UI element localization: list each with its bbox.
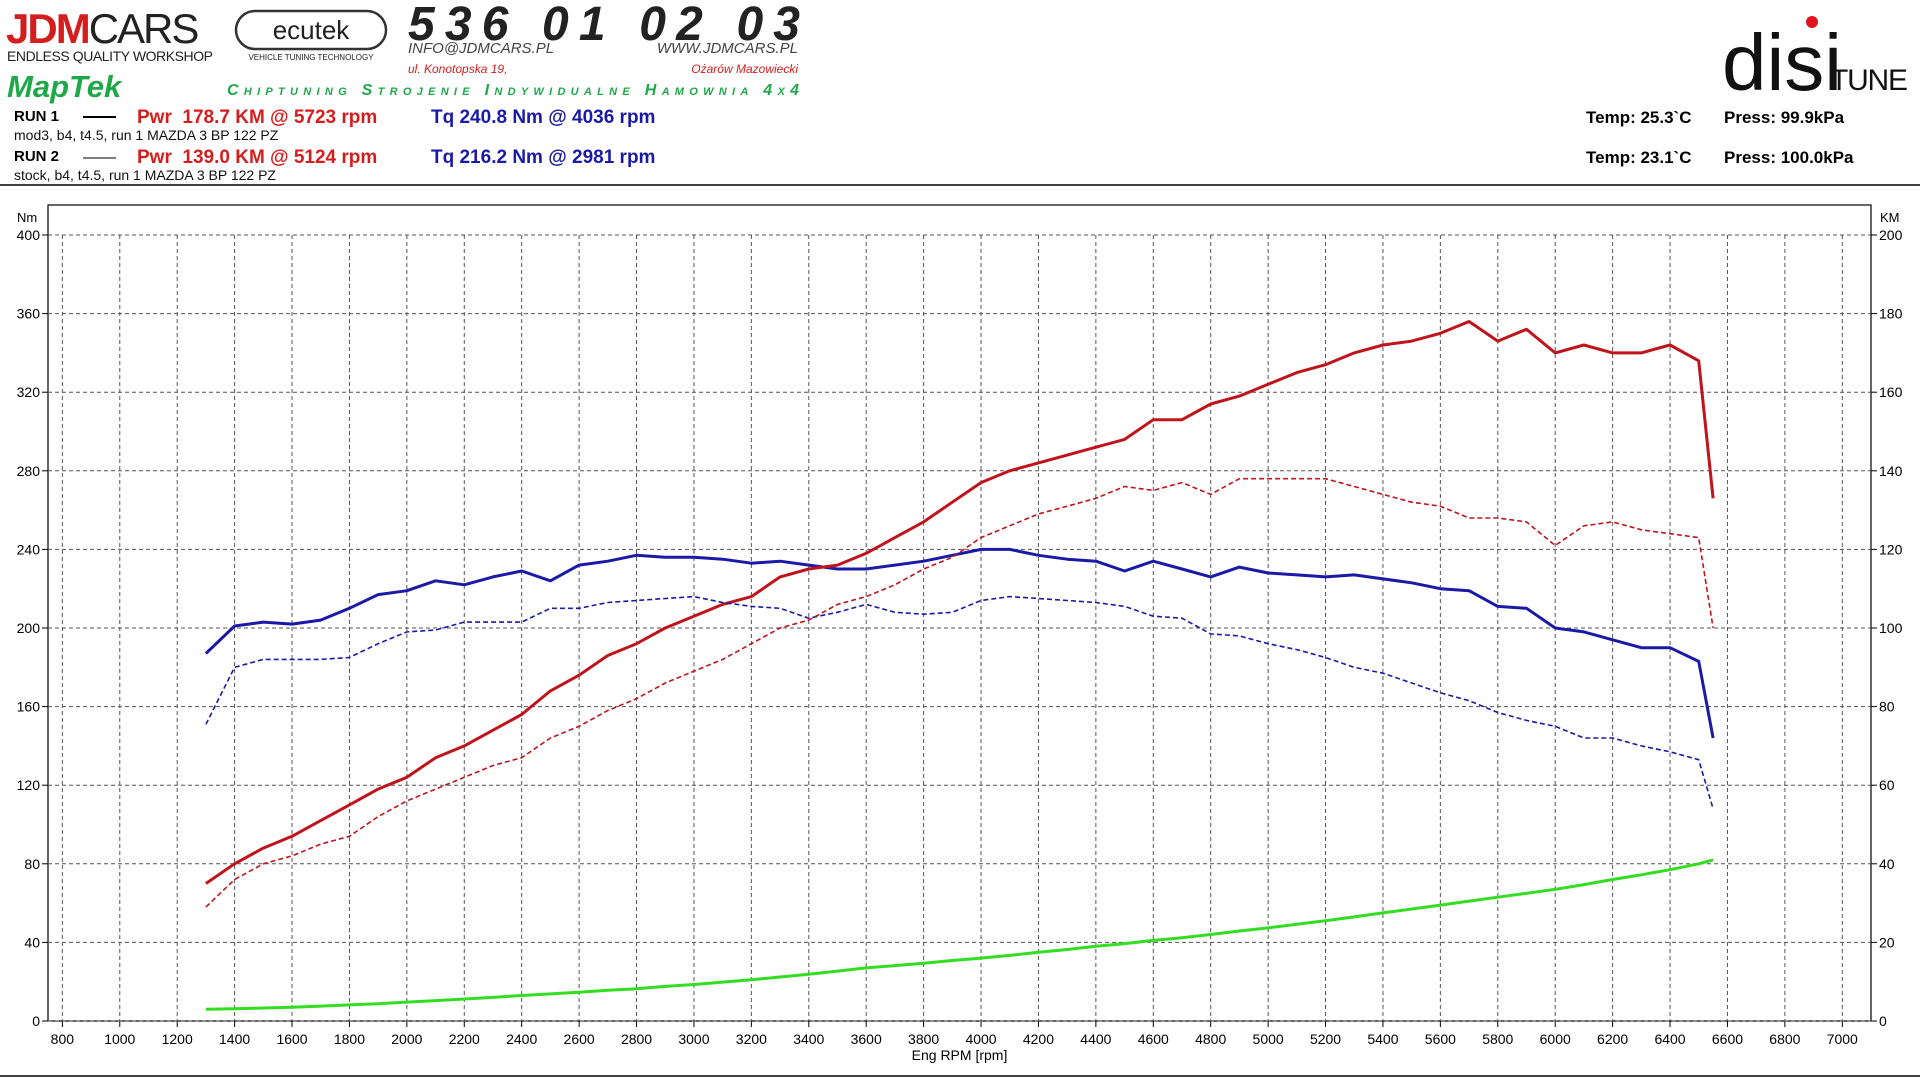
y2-tick-label: 180 xyxy=(1879,306,1903,322)
x-tick-label: 3200 xyxy=(736,1031,767,1047)
x-tick-label: 4600 xyxy=(1138,1031,1169,1047)
x-tick-label: 2200 xyxy=(449,1031,480,1047)
x-tick-label: 2600 xyxy=(564,1031,595,1047)
x-tick-label: 4400 xyxy=(1080,1031,1111,1047)
y2-tick-label: 160 xyxy=(1879,384,1903,400)
run-power: Pwr 178.7 KM @ 5723 rpm xyxy=(137,107,377,128)
x-axis-title: Eng RPM [rpm] xyxy=(912,1047,1008,1063)
run-power: Pwr 139.0 KM @ 5124 rpm xyxy=(137,147,377,168)
run-pressure: Press: 99.9kPa xyxy=(1724,108,1845,127)
x-tick-label: 800 xyxy=(51,1031,75,1047)
series-line xyxy=(204,547,1715,739)
ecutek-tagline: VEHICLE TUNING TECHNOLOGY xyxy=(248,53,374,62)
series-line xyxy=(205,477,1714,908)
city: Ożarów Mazowiecki xyxy=(691,62,798,76)
x-tick-label: 3000 xyxy=(678,1031,709,1047)
run-temperature: Temp: 25.3`C xyxy=(1586,108,1692,127)
x-tick-label: 6000 xyxy=(1540,1031,1571,1047)
x-tick-label: 4200 xyxy=(1023,1031,1054,1047)
street: ul. Konotopska 19, xyxy=(408,62,507,76)
series-line xyxy=(205,595,1714,810)
y2-tick-label: 60 xyxy=(1879,777,1895,793)
x-tick-label: 6600 xyxy=(1712,1031,1743,1047)
run-label: RUN 1 xyxy=(14,108,59,125)
brand-tagline: ENDLESS QUALITY WORKSHOP xyxy=(7,48,213,64)
y2-axis-title: KM xyxy=(1880,210,1900,225)
y-tick-label: 120 xyxy=(17,777,41,793)
brand-red: JDM xyxy=(6,5,89,52)
disi-logo: disi xyxy=(1722,18,1842,107)
y-tick-label: 360 xyxy=(17,306,41,322)
x-tick-label: 6800 xyxy=(1769,1031,1800,1047)
x-tick-label: 5800 xyxy=(1482,1031,1513,1047)
y-tick-label: 200 xyxy=(17,620,41,636)
run-torque: Tq 216.2 Nm @ 2981 rpm xyxy=(431,147,655,168)
x-tick-label: 3600 xyxy=(851,1031,882,1047)
x-tick-label: 2000 xyxy=(391,1031,422,1047)
y-tick-label: 80 xyxy=(24,856,40,872)
email: INFO@JDMCARS.PL xyxy=(408,40,554,57)
y2-tick-label: 80 xyxy=(1879,699,1895,715)
y-tick-label: 40 xyxy=(24,934,40,950)
x-tick-label: 6200 xyxy=(1597,1031,1628,1047)
x-tick-label: 5400 xyxy=(1367,1031,1398,1047)
website: WWW.JDMCARS.PL xyxy=(657,40,798,57)
run-label: RUN 2 xyxy=(14,148,59,165)
x-tick-label: 3800 xyxy=(908,1031,939,1047)
x-tick-label: 5200 xyxy=(1310,1031,1341,1047)
x-tick-label: 5000 xyxy=(1253,1031,1284,1047)
x-tick-label: 6400 xyxy=(1654,1031,1685,1047)
x-tick-label: 1800 xyxy=(334,1031,365,1047)
run-description: stock, b4, t4.5, run 1 MAZDA 3 BP 122 PZ xyxy=(14,167,276,183)
x-tick-label: 7000 xyxy=(1827,1031,1858,1047)
y-tick-label: 280 xyxy=(17,463,41,479)
maptek-logo: MapTek xyxy=(7,69,123,104)
brand-black: CARS xyxy=(89,5,199,52)
y-tick-label: 400 xyxy=(17,227,41,243)
x-tick-label: 4000 xyxy=(965,1031,996,1047)
x-tick-label: 1000 xyxy=(104,1031,135,1047)
x-tick-label: 1200 xyxy=(162,1031,193,1047)
series-line xyxy=(205,858,1714,1011)
y2-tick-label: 40 xyxy=(1879,856,1895,872)
y2-tick-label: 120 xyxy=(1879,541,1903,557)
y2-tick-label: 140 xyxy=(1879,463,1903,479)
x-tick-label: 3400 xyxy=(793,1031,824,1047)
y-axis-title: Nm xyxy=(17,210,37,225)
series-line xyxy=(205,320,1715,885)
y-tick-label: 160 xyxy=(17,699,41,715)
run-temperature: Temp: 23.1`C xyxy=(1586,148,1692,167)
y2-tick-label: 0 xyxy=(1879,1013,1887,1029)
x-tick-label: 4800 xyxy=(1195,1031,1226,1047)
run-torque: Tq 240.8 Nm @ 4036 rpm xyxy=(431,107,655,128)
x-tick-label: 2800 xyxy=(621,1031,652,1047)
ecutek-frame xyxy=(234,9,388,51)
y2-tick-label: 20 xyxy=(1879,934,1895,950)
x-tick-label: 2400 xyxy=(506,1031,537,1047)
x-tick-label: 1400 xyxy=(219,1031,250,1047)
x-tick-label: 1600 xyxy=(276,1031,307,1047)
y2-tick-label: 200 xyxy=(1879,227,1903,243)
ecutek-logo: ecutek xyxy=(273,15,351,45)
y-tick-label: 0 xyxy=(32,1013,40,1029)
y-tick-label: 240 xyxy=(17,541,41,557)
y-tick-label: 320 xyxy=(17,384,41,400)
x-tick-label: 5600 xyxy=(1425,1031,1456,1047)
disi-dot xyxy=(1806,16,1818,28)
y2-tick-label: 100 xyxy=(1879,620,1903,636)
tune-logo: TUNE xyxy=(1830,64,1908,97)
services: Chiptuning Strojenie Indywidualne Hamown… xyxy=(227,82,799,99)
run-description: mod3, b4, t4.5, run 1 MAZDA 3 BP 122 PZ xyxy=(14,127,279,143)
brand-logo: JDMCARS xyxy=(6,5,198,52)
run-pressure: Press: 100.0kPa xyxy=(1724,148,1854,167)
